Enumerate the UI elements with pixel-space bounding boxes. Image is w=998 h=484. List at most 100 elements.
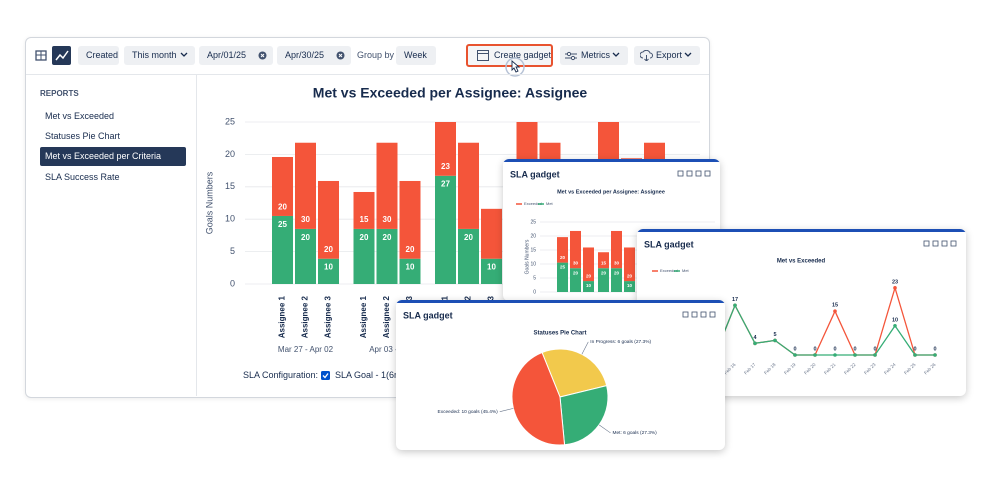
y-axis-label: Goals Numbers [524,239,530,274]
point [793,353,797,357]
bar-segment [272,215,293,284]
bar-label: 10 [324,263,333,272]
sidebar-item[interactable]: Statuses Pie Chart [45,131,121,142]
gadget-action-icon[interactable] [704,170,711,177]
point [733,303,737,308]
y-tick-label: 25 [530,219,536,225]
gadget-action-icon[interactable] [677,170,684,177]
bar-segment [353,191,375,229]
export-button[interactable]: Export [634,46,700,65]
created-filter[interactable]: Created [78,46,119,65]
leader-line [581,341,589,355]
y-tick-label: 15 [530,247,536,253]
x-tick-label: Assignee 3 [324,295,333,338]
gadget-action-icon[interactable] [686,170,693,177]
bar-segment [598,252,609,269]
point-label: 0 [813,346,816,352]
x-tick-label: Feb 25 [903,362,917,376]
gadget-action-icon[interactable] [682,311,689,318]
y-tick-label: 25 [225,116,235,126]
point-label: 23 [892,279,898,285]
pie-slice [541,348,608,398]
bar-segment [557,262,568,292]
y-tick-label: 5 [230,246,235,256]
leader-line [499,408,514,412]
bar-label: 23 [441,162,450,171]
export-text: Export [656,50,683,60]
view-switch[interactable] [33,46,73,66]
bar-segment [353,228,375,284]
date-to[interactable]: Apr/30/25 [277,46,351,65]
gadget-action-icon[interactable] [950,240,957,247]
sidebar-item[interactable]: SLA Success Rate [45,171,120,182]
sidebar-heading: REPORTS [40,89,79,98]
sidebar-item[interactable]: Met vs Exceeded [45,111,115,121]
gadget-action-icon[interactable] [700,311,707,318]
point-label: 17 [732,297,738,303]
group-by-label: Group by [357,50,395,60]
point [913,353,917,357]
bar-label: 20 [627,273,633,278]
bar-segment [611,268,622,292]
bar-segment [376,228,398,284]
y-tick-label: 15 [225,181,235,191]
gadget-action-icon[interactable] [691,311,698,318]
gadget-action-icon[interactable] [941,240,948,247]
y-tick-label: 20 [530,233,536,239]
gadget-action-icon[interactable] [932,240,939,247]
x-tick-label: Assignee 2 [301,295,310,338]
y-tick-label: 10 [530,261,536,267]
bar-label: 10 [406,263,415,272]
bar-segment [481,208,502,259]
bar-label: 20 [586,273,592,278]
bar-label: 15 [360,215,369,224]
legend-label: Met [682,268,690,273]
point-label: 0 [853,346,856,352]
x-tick-label: Assignee 1 [278,295,287,338]
point [753,341,757,346]
create-gadget-button[interactable]: Create gadget [466,44,553,67]
bar-label: 20 [406,245,415,254]
point-label: 0 [833,346,836,352]
x-tick-label: Assignee 2 [382,295,391,338]
bar-segment [481,258,502,284]
x-tick-label: Assignee 1 [359,295,368,338]
sla-checkbox[interactable] [321,371,330,380]
bar-label: 25 [560,265,566,270]
point [853,353,857,357]
pie-slice [559,385,609,446]
group-by-select[interactable]: Week [396,46,436,65]
slice-label: Exceeded: 10 goals (45.4%) [438,409,499,415]
bar-segment [570,230,581,269]
period-text: This month [132,50,177,60]
create-gadget-text: Create gadget [494,50,552,60]
date-from[interactable]: Apr/01/25 [199,46,273,65]
bar-label: 25 [278,220,287,229]
bar-segment [318,258,339,284]
period-select[interactable]: This month [124,46,195,65]
gadget-action-icon[interactable] [709,311,716,318]
x-tick-label: Feb 17 [743,362,757,376]
bar-label: 10 [627,283,633,288]
bar-segment [399,258,421,284]
bar-label: 20 [360,233,369,242]
gadget-canvas: SLA gadget Met vs Exceeded Exceeded Met Feb … [637,229,966,376]
bar-label: 30 [383,215,392,224]
bar-label: 30 [301,215,310,224]
gadget-action-icon[interactable] [923,240,930,247]
point [833,353,837,357]
bar-segment [583,281,594,292]
sidebar-item[interactable]: Met vs Exceeded per Criteria [40,147,186,166]
metrics-button[interactable]: Metrics [560,46,628,65]
bar-label: 30 [614,260,620,265]
point [933,353,937,357]
card-top-border [503,159,720,162]
point [893,324,897,328]
date-from-text: Apr/01/25 [207,50,247,60]
bar-segment [458,228,479,284]
point-label: 0 [873,346,876,352]
point-label: 0 [793,346,796,352]
slice-label: In Progress: 6 goals (27.3%) [590,339,651,345]
gadget-action-icon[interactable] [695,170,702,177]
